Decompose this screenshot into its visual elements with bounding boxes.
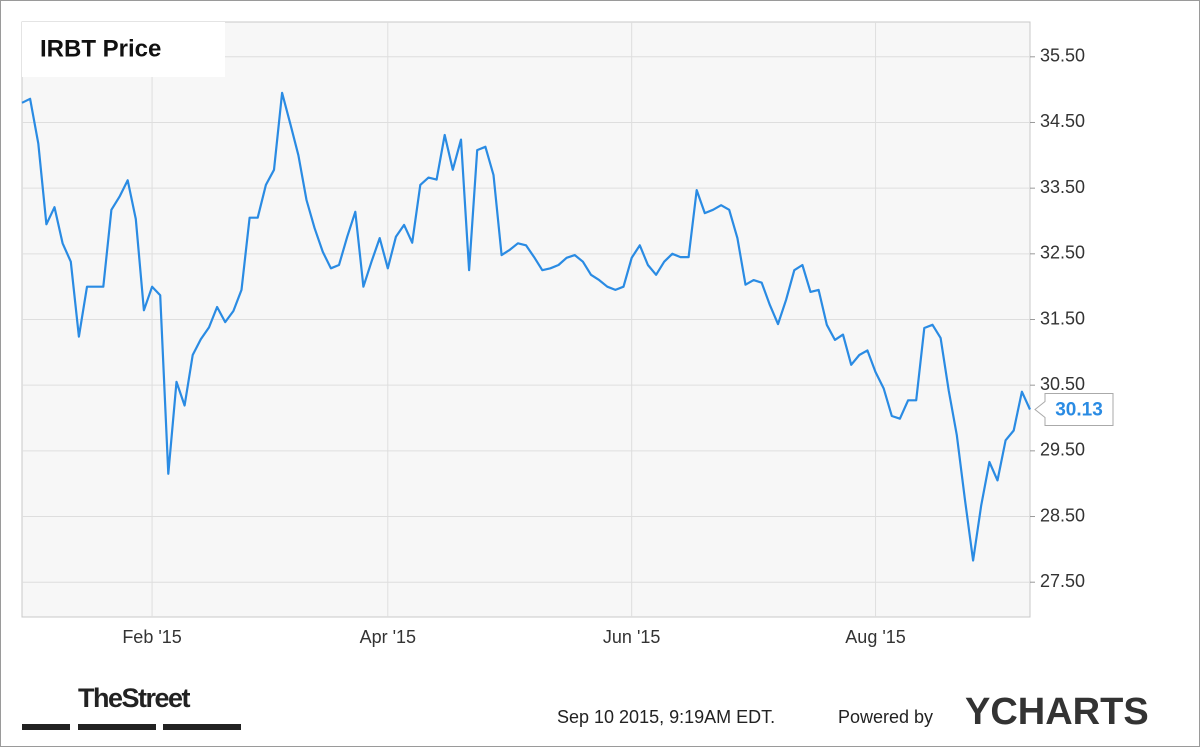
logo-bar [78,724,156,730]
x-tick-label: Apr '15 [360,627,416,647]
series [21,91,1032,562]
x-tick-label: Jun '15 [603,627,660,647]
last-value-box [1034,392,1114,426]
powered-by: Powered by [838,707,933,727]
y-tick-label: 35.50 [1040,46,1085,66]
grid [22,22,1030,617]
x-tick-label: Feb '15 [122,627,181,647]
y-tick-label: 30.50 [1040,374,1085,394]
x-tick-label: Aug '15 [845,627,906,647]
chart-title: IRBT Price [40,35,161,62]
y-tick-label: 28.50 [1040,505,1085,525]
y-tick-label: 33.50 [1040,177,1085,197]
logo: TheStreet [78,683,191,713]
y-tick-label: 34.50 [1040,111,1085,131]
price-line [21,91,1032,562]
timestamp: Sep 10 2015, 9:19AM EDT. [557,707,775,727]
last-value-label: 30.13 [1055,399,1103,420]
logo-bar [22,724,70,730]
brand: YCHARTS [965,691,1149,733]
y-tick-label: 31.50 [1040,308,1085,328]
y-tick-label: 27.50 [1040,571,1085,591]
y-tick-label: 29.50 [1040,440,1085,460]
y-tick-label: 32.50 [1040,243,1085,263]
title-box [22,22,225,77]
logo-bar [163,724,241,730]
